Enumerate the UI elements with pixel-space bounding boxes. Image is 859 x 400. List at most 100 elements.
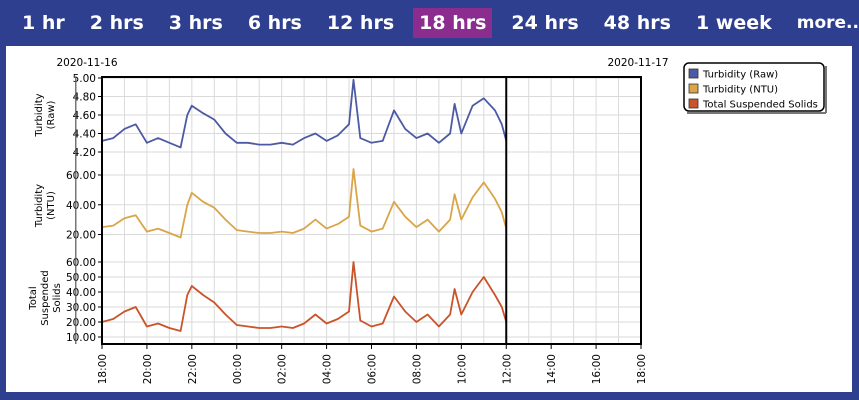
data-point: [123, 128, 126, 130]
data-point: [213, 207, 215, 209]
data-point: [191, 192, 193, 194]
data-point: [123, 310, 126, 313]
y-tick-label: 20.00: [66, 230, 96, 242]
data-point: [348, 310, 350, 313]
data-point: [359, 225, 361, 227]
data-point: [494, 294, 496, 296]
data-point: [337, 134, 339, 136]
data-point: [180, 330, 182, 332]
x-tick-label: 06:00: [367, 354, 379, 384]
data-point: [186, 294, 188, 296]
range-button-1-week[interactable]: 1 week: [695, 12, 772, 34]
data-point: [112, 225, 114, 227]
data-point: [337, 223, 339, 225]
data-point: [382, 322, 384, 325]
data-point: [180, 146, 182, 148]
data-point: [454, 103, 456, 105]
x-tick-label: 14:00: [546, 354, 558, 384]
range-button-48-hrs[interactable]: 48 hrs: [603, 12, 671, 34]
data-point: [415, 321, 417, 323]
data-point: [303, 137, 305, 139]
y-tick-label: 40.00: [66, 287, 96, 299]
data-point: [352, 168, 355, 170]
x-tick-label: 00:00: [232, 354, 244, 384]
range-button-12-hrs[interactable]: 12 hrs: [326, 12, 395, 34]
data-point: [236, 324, 238, 326]
data-point: [454, 193, 456, 195]
data-point: [258, 327, 260, 329]
data-point: [483, 181, 485, 183]
data-point: [415, 226, 417, 228]
data-point: [404, 128, 406, 130]
data-point: [449, 132, 451, 135]
data-point: [314, 132, 316, 135]
data-point: [168, 232, 170, 234]
data-point: [112, 137, 114, 139]
y-tick-label: 20.00: [66, 317, 96, 329]
data-point: [281, 231, 283, 233]
y-tick-label: 4.20: [73, 147, 96, 159]
data-point: [202, 112, 204, 114]
data-point: [303, 228, 305, 230]
data-point: [213, 301, 215, 304]
range-button-1-hr[interactable]: 1 hr: [22, 12, 65, 34]
data-point: [501, 211, 503, 213]
data-point: [186, 204, 188, 206]
data-point: [370, 325, 373, 328]
x-tick-label: 18:00: [636, 354, 648, 384]
data-point: [382, 140, 384, 142]
data-point: [454, 288, 456, 290]
data-point: [314, 219, 316, 221]
data-point: [483, 97, 485, 99]
data-point: [483, 276, 485, 278]
data-point: [404, 216, 406, 218]
data-point: [472, 291, 474, 293]
data-point: [393, 109, 395, 111]
range-button-6-hrs[interactable]: 6 hrs: [247, 12, 302, 34]
data-point: [359, 319, 361, 322]
data-point: [269, 144, 271, 146]
data-point: [269, 232, 271, 234]
chart-panel: 4.20 4.40 4.60 4.80 5.00 Turbidity (Raw) 20.00 4…: [6, 46, 852, 392]
data-point: [157, 228, 159, 230]
range-button-3-hrs[interactable]: 3 hrs: [168, 12, 223, 34]
data-point: [236, 229, 238, 231]
data-point: [303, 322, 305, 325]
x-tick-label: 20:00: [142, 354, 154, 384]
data-point: [393, 295, 395, 298]
data-point: [348, 123, 350, 125]
data-point: [404, 310, 406, 313]
x-tick-label: 18:00: [97, 354, 109, 384]
y-axis-label: Turbidity: [34, 93, 45, 137]
data-point: [135, 123, 137, 125]
data-point: [202, 201, 204, 203]
y-axis-label: Solids: [52, 283, 63, 313]
data-point: [281, 325, 283, 328]
range-button-more[interactable]: more...: [796, 13, 859, 33]
data-point: [236, 142, 238, 144]
date-label-end: 2020-11-17: [607, 57, 668, 69]
legend-swatch: [688, 98, 699, 109]
data-point: [224, 313, 227, 316]
data-point: [202, 294, 204, 296]
data-point: [292, 144, 294, 146]
data-point: [501, 123, 503, 125]
y-tick-label: 4.80: [73, 92, 96, 104]
range-button-24-hrs[interactable]: 24 hrs: [511, 12, 579, 34]
y-axis-label: (Raw): [46, 100, 57, 129]
x-tick-label: 02:00: [277, 354, 289, 384]
data-point: [460, 313, 462, 316]
data-point: [157, 137, 159, 139]
range-button-18-hrs[interactable]: 18 hrs: [413, 8, 493, 38]
legend: Turbidity (Raw) Turbidity (NTU) Total Susp…: [683, 62, 827, 114]
data-point: [224, 219, 227, 221]
data-point: [348, 216, 350, 218]
data-point: [494, 198, 496, 200]
data-point: [359, 137, 361, 139]
data-point: [438, 142, 440, 144]
range-button-2-hrs[interactable]: 2 hrs: [89, 12, 144, 34]
data-point: [393, 201, 395, 203]
x-tick-label: 04:00: [322, 354, 334, 384]
date-label-start: 2020-11-16: [56, 57, 117, 69]
